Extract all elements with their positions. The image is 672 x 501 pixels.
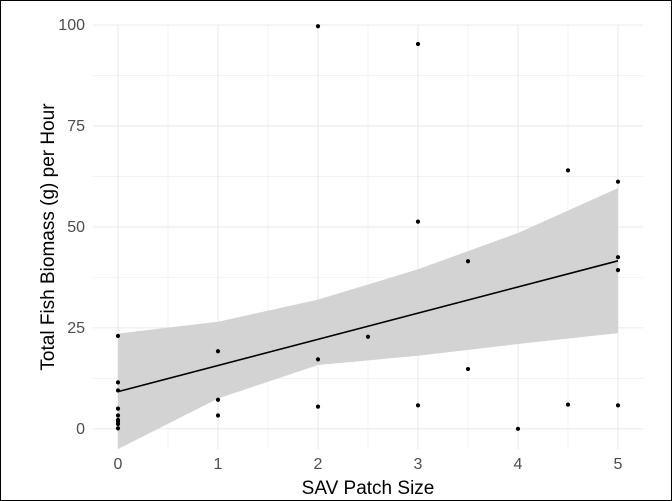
data-point xyxy=(115,388,121,393)
y-tick-label: 100 xyxy=(58,17,85,34)
data-point xyxy=(215,413,221,418)
data-point xyxy=(115,413,121,418)
data-point xyxy=(115,426,121,431)
x-tick-labels: 0 1 2 3 4 5 xyxy=(114,456,623,473)
data-point xyxy=(615,268,621,273)
data-point xyxy=(565,402,571,407)
x-tick-label: 2 xyxy=(314,456,323,473)
data-points xyxy=(115,24,621,431)
y-axis-title: Total Fish Biomass (g) per Hour xyxy=(38,103,59,371)
y-tick-label: 50 xyxy=(67,219,85,236)
data-point xyxy=(465,366,471,372)
data-point xyxy=(115,421,121,427)
data-point xyxy=(115,406,121,411)
data-point xyxy=(215,349,221,354)
confidence-band xyxy=(118,188,618,450)
data-point xyxy=(415,41,421,47)
data-point xyxy=(115,380,121,385)
x-tick-label: 4 xyxy=(514,456,523,473)
data-point xyxy=(315,404,321,409)
data-point xyxy=(415,219,421,224)
data-point xyxy=(515,426,521,431)
data-point xyxy=(615,255,621,260)
x-tick-label: 0 xyxy=(114,456,123,473)
data-point xyxy=(315,357,321,362)
x-tick-label: 1 xyxy=(214,456,223,473)
data-point xyxy=(115,333,121,339)
x-axis-title: SAV Patch Size xyxy=(302,478,435,499)
data-point xyxy=(565,168,571,173)
y-tick-labels: 0 25 50 75 100 xyxy=(58,17,85,438)
x-tick-label: 3 xyxy=(414,456,423,473)
data-point xyxy=(465,259,471,264)
data-point xyxy=(615,403,621,408)
data-point xyxy=(615,179,621,184)
data-point xyxy=(315,24,321,29)
fit-line xyxy=(117,260,619,393)
data-point xyxy=(365,334,371,339)
data-point xyxy=(215,397,221,402)
data-point xyxy=(415,403,421,408)
y-tick-label: 75 xyxy=(67,118,85,135)
y-tick-label: 0 xyxy=(76,421,85,438)
x-tick-label: 5 xyxy=(614,456,623,473)
y-tick-label: 25 xyxy=(67,320,85,337)
